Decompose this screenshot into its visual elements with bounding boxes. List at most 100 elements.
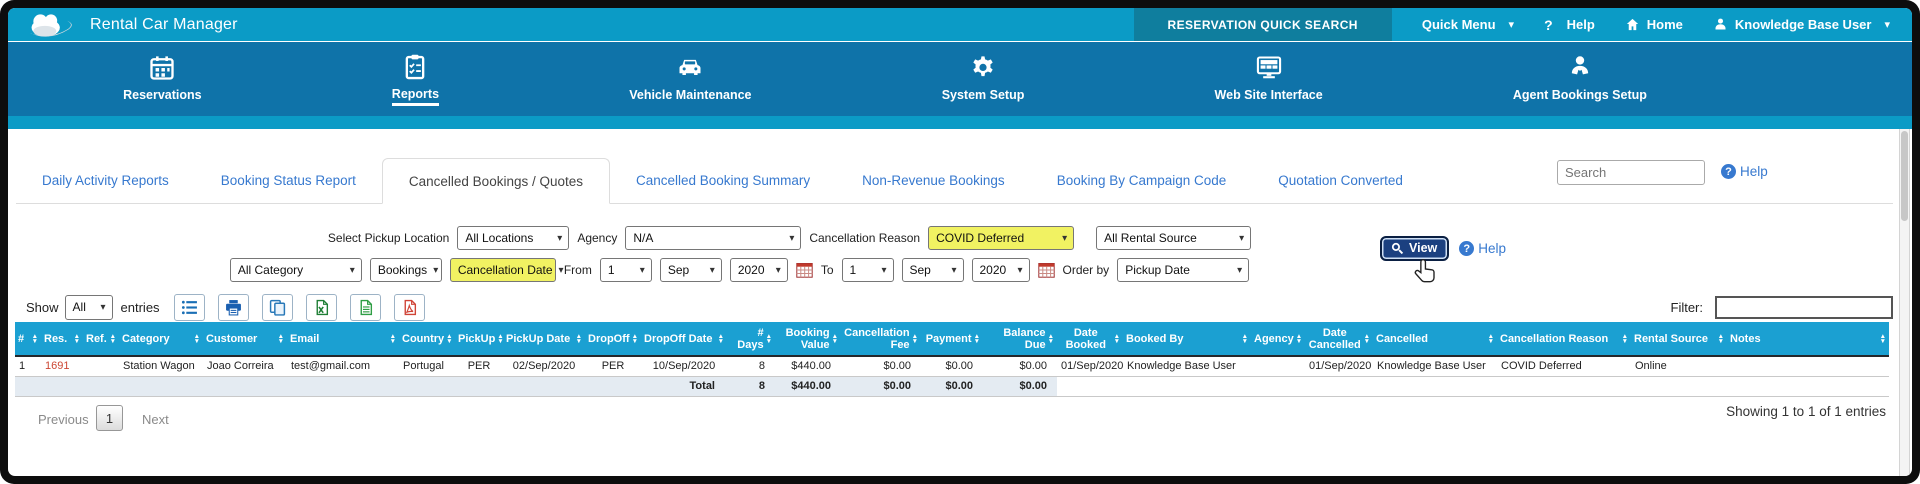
tab-quotation-converted[interactable]: Quotation Converted [1278,173,1403,188]
order-by-select[interactable]: Pickup Date [1117,258,1250,282]
rental-source-select[interactable]: All Rental Source [1096,226,1252,250]
quick-menu-dropdown[interactable]: Quick Menu [1422,17,1514,32]
next-page-button[interactable]: Next [142,412,169,427]
pickup-location-select[interactable]: All Locations [457,226,570,250]
nav-system-setup[interactable]: System Setup [942,54,1024,104]
user-menu[interactable]: Knowledge Base User [1713,17,1890,32]
list-view-button[interactable] [173,293,205,321]
col-header-date-booked[interactable]: Date Booked [1057,322,1123,357]
cell-cancellation-fee: $0.00 [841,356,921,377]
booking-type-select[interactable]: Bookings [369,258,442,282]
export-pdf-button[interactable] [393,293,425,321]
vertical-scrollbar[interactable] [1899,129,1910,476]
filters-help-link[interactable]: Help [1459,241,1506,256]
nav-web-site-interface[interactable]: Web Site Interface [1215,54,1323,104]
col-header-category[interactable]: Category [119,322,203,357]
col-header-dropoff[interactable]: DropOff [585,322,641,357]
to-calendar-icon[interactable] [1037,262,1055,278]
from-label: From [563,263,592,277]
copy-button[interactable] [261,293,293,321]
print-button[interactable] [217,293,249,321]
tab-booking-status-report[interactable]: Booking Status Report [220,173,356,188]
col-header-date-cancelled[interactable]: Date Cancelled [1305,322,1373,357]
col-header-booked-by[interactable]: Booked By [1123,322,1251,357]
csv-icon [360,299,372,315]
total-row-spacer [1057,376,1889,397]
app-window: Rental Car Manager RESERVATION QUICK SEA… [8,8,1912,476]
col-header-ref[interactable]: Ref. [83,322,119,357]
reservation-quick-search-button[interactable]: RESERVATION QUICK SEARCH [1133,8,1392,41]
help-menu-item[interactable]: Help [1544,17,1595,33]
to-day-select[interactable]: 1 [841,258,894,282]
total-days: 8 [727,376,775,397]
view-button[interactable]: View [1380,236,1450,261]
tabs-help-link[interactable]: Help [1721,164,1768,179]
from-day-select[interactable]: 1 [599,258,652,282]
col-header-notes[interactable]: Notes [1727,322,1889,357]
tab-cancelled-bookings-quotes[interactable]: Cancelled Bookings / Quotes [381,158,610,204]
nav-agent-bookings-setup[interactable]: Agent Bookings Setup [1513,54,1647,104]
col-header-booking-value[interactable]: Booking Value [775,322,841,357]
sort-icon [1488,334,1494,344]
category-select[interactable]: All Category [229,258,362,282]
col-header-payment[interactable]: Payment [921,322,983,357]
from-year-select[interactable]: 2020 [729,258,788,282]
page-number-button[interactable]: 1 [96,405,123,431]
report-tabs: Daily Activity Reports Booking Status Re… [16,158,1893,204]
tab-daily-activity-reports[interactable]: Daily Activity Reports [42,173,169,188]
col-header-cancellation-reason[interactable]: Cancellation Reason [1497,322,1631,357]
cell-pickup: PER [455,356,503,377]
col-header-pickup[interactable]: PickUp [455,322,503,357]
col-header-cancelled[interactable]: Cancelled [1373,322,1497,357]
col-header-customer[interactable]: Customer [203,322,287,357]
col-header-res[interactable]: Res. [41,322,83,357]
col-header-days[interactable]: # Days [727,322,775,357]
col-header-cancellation-fee[interactable]: Cancellation Fee [841,322,921,357]
cancellation-reason-select[interactable]: COVID Deferred [928,226,1075,250]
total-label: Total [15,376,727,397]
excel-icon [316,299,328,315]
printer-icon [225,299,241,315]
date-field-select[interactable]: Cancellation Date [449,258,556,282]
previous-page-button[interactable]: Previous [38,412,89,427]
help-icon [1459,241,1475,256]
agency-select[interactable]: N/A [625,226,802,250]
nav-reports[interactable]: Reports [391,53,440,106]
clipboard-icon [406,54,425,79]
user-icon [1715,18,1726,30]
export-csv-button[interactable] [349,293,381,321]
from-month-select[interactable]: Sep [659,258,722,282]
col-header-dropoff-date[interactable]: DropOff Date [641,322,727,357]
show-entries-select[interactable]: All [64,294,113,320]
to-month-select[interactable]: Sep [901,258,964,282]
to-year-select[interactable]: 2020 [971,258,1030,282]
agency-label: Agency [577,231,618,245]
col-header-pickup-date[interactable]: PickUp Date [503,322,585,357]
scrollbar-thumb[interactable] [1901,131,1908,221]
table-filter-input[interactable] [1715,295,1893,319]
col-header-balance-due[interactable]: Balance Due [983,322,1057,357]
sort-icon [446,334,452,344]
nav-vehicle-maintenance[interactable]: Vehicle Maintenance [629,54,752,104]
sort-icon [718,334,724,344]
export-excel-button[interactable] [305,293,337,321]
tab-non-revenue-bookings[interactable]: Non-Revenue Bookings [862,173,1005,188]
col-header-agency[interactable]: Agency [1251,322,1305,357]
col-header-num[interactable]: # [15,322,41,357]
reservation-link[interactable]: 1691 [45,360,70,373]
search-input[interactable] [1557,160,1705,185]
from-calendar-icon[interactable] [796,262,813,278]
cloud-logo-icon [29,13,72,37]
col-header-email[interactable]: Email [287,322,399,357]
home-menu-item[interactable]: Home [1625,17,1683,32]
cancellation-reason-label: Cancellation Reason [809,231,921,245]
total-balance-due: $0.00 [983,376,1057,397]
nav-reservations[interactable]: Reservations [123,54,202,104]
tab-cancelled-booking-summary[interactable]: Cancelled Booking Summary [636,173,811,188]
help-icon [1721,164,1736,179]
sort-icon [974,334,980,344]
tab-booking-by-campaign-code[interactable]: Booking By Campaign Code [1056,173,1227,188]
col-header-country[interactable]: Country [399,322,455,357]
col-header-rental-source[interactable]: Rental Source [1631,322,1727,357]
